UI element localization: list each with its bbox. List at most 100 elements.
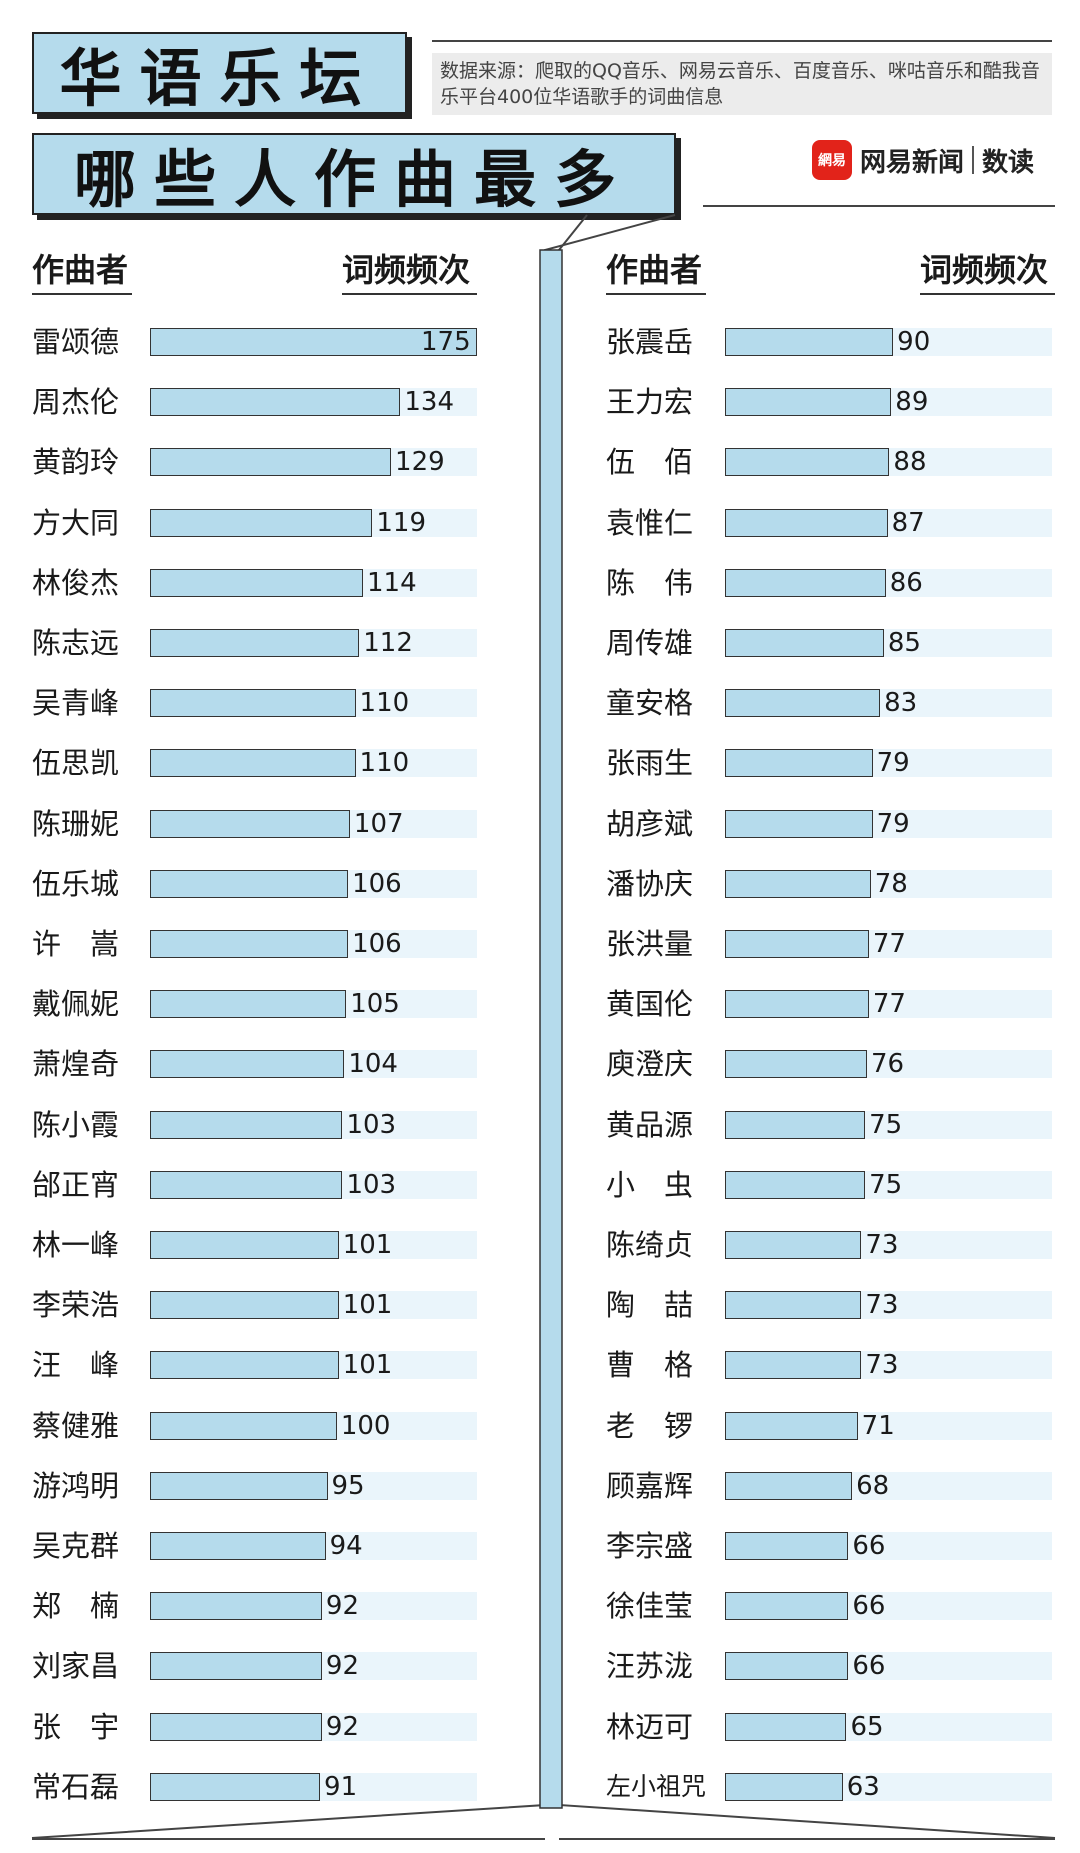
bar-row: 小 虫 75 — [606, 1165, 1080, 1205]
bar-category-label: 伍思凯 — [32, 746, 120, 781]
bar — [150, 1592, 322, 1621]
bar-value-label: 92 — [325, 1651, 359, 1682]
bar-category-label: 周杰伦 — [32, 385, 120, 420]
bar-value-label: 134 — [404, 387, 455, 418]
bar-row: 张 宇 92 — [32, 1707, 509, 1747]
bar-row: 邰正宵 103 — [32, 1165, 509, 1205]
bar — [725, 689, 881, 718]
bar-category-label: 张震岳 — [606, 325, 694, 359]
bar-category-label: 黄国伦 — [606, 987, 694, 1022]
bar — [725, 1592, 849, 1621]
bar-row: 左小祖咒 63 — [606, 1767, 1080, 1807]
bar-value-label: 73 — [865, 1230, 899, 1260]
bar-category-label: 张雨生 — [606, 746, 694, 781]
bar-row: 雷颂德 175 — [32, 322, 509, 362]
bar-value-label: 73 — [865, 1290, 899, 1321]
col-1-header-rule-value — [342, 293, 477, 295]
logo-name: 网易新闻 — [860, 147, 965, 178]
bar — [150, 1532, 326, 1560]
bar-row: 汪 峰 101 — [32, 1345, 509, 1385]
bar — [725, 1411, 858, 1440]
bar-category-label: 李荣浩 — [32, 1288, 120, 1323]
bar-row: 陈小霞 103 — [32, 1105, 509, 1145]
bar — [150, 689, 356, 718]
bar-category-label: 萧煌奇 — [32, 1047, 120, 1082]
bar-value-label: 114 — [367, 567, 417, 598]
bar-category-label: 顾嘉辉 — [606, 1468, 694, 1503]
bar-value-label: 91 — [324, 1771, 358, 1802]
bar-category-label: 张洪量 — [606, 927, 694, 961]
bar-row: 李荣浩 101 — [32, 1285, 509, 1325]
bar-category-label: 王力宏 — [606, 385, 694, 420]
bar-value-label: 106 — [352, 868, 402, 899]
bar-value-label: 63 — [846, 1771, 880, 1802]
bar-value-label: 100 — [340, 1410, 391, 1441]
bar-value-label: 75 — [869, 1109, 903, 1140]
bar-value-label: 175 — [421, 327, 471, 357]
bar-value-label: 71 — [861, 1410, 895, 1441]
col-1-header-rule-name — [32, 293, 132, 295]
bar-row: 蔡健雅 100 — [32, 1406, 509, 1446]
bar — [725, 1110, 866, 1139]
bar — [725, 749, 873, 778]
bar — [150, 508, 373, 537]
bar-value-label: 78 — [874, 868, 908, 899]
bar — [725, 1170, 866, 1199]
bar-value-label: 89 — [895, 387, 929, 418]
bar — [725, 508, 888, 537]
bar — [150, 990, 347, 1019]
bar — [150, 809, 350, 838]
bar — [150, 749, 356, 778]
bar — [725, 1532, 849, 1560]
bar — [725, 1772, 843, 1801]
bar-row: 戴佩妮 105 — [32, 984, 509, 1024]
bar-row: 徐佳莹 66 — [606, 1586, 1080, 1626]
bar-row: 许 嵩 106 — [32, 924, 509, 964]
bar-category-label: 潘协庆 — [606, 866, 694, 901]
bar-value-label: 119 — [376, 507, 426, 538]
bar-category-label: 陈小霞 — [32, 1107, 120, 1142]
bottom-rule-left — [32, 1838, 545, 1840]
bar — [725, 448, 890, 477]
bar-row: 汪苏泷 66 — [606, 1646, 1080, 1686]
bar-row: 周传雄 85 — [606, 623, 1080, 663]
bar-category-label: 伍乐城 — [32, 866, 120, 901]
bar-category-label: 郑 楠 — [32, 1589, 120, 1624]
bar-row: 童安格 83 — [606, 683, 1080, 723]
bar — [725, 388, 892, 417]
bar-row: 萧煌奇 104 — [32, 1044, 509, 1084]
bar — [725, 1050, 867, 1079]
logo-rule — [703, 205, 1055, 207]
bar-category-label: 李宗盛 — [606, 1529, 694, 1563]
bar-row: 黄品源 75 — [606, 1105, 1080, 1145]
bar — [725, 1231, 862, 1259]
bar-category-label: 袁惟仁 — [606, 505, 694, 540]
bar — [150, 1231, 339, 1259]
bar-category-label: 许 嵩 — [32, 927, 120, 961]
bar-value-label: 77 — [872, 989, 906, 1020]
bar-row: 曹 格 73 — [606, 1345, 1080, 1385]
bar-row: 李宗盛 66 — [606, 1526, 1080, 1566]
bar-row: 顾嘉辉 68 — [606, 1466, 1080, 1506]
bar-row: 王力宏 89 — [606, 382, 1080, 422]
bar-row: 陈 伟 86 — [606, 563, 1080, 603]
bar-value-label: 85 — [887, 628, 921, 658]
bar — [150, 1411, 337, 1440]
publisher-logo: 網易 网易新闻 数读 — [812, 140, 1034, 180]
bar-row: 老 锣 71 — [606, 1406, 1080, 1446]
bar-category-label: 陶 喆 — [606, 1288, 694, 1323]
bar-category-label: 曹 格 — [606, 1348, 694, 1383]
bar-category-label: 林迈可 — [606, 1709, 694, 1744]
bar-value-label: 79 — [876, 808, 910, 839]
bar — [150, 1291, 339, 1320]
bar-value-label: 79 — [876, 748, 910, 779]
bar-row: 伍思凯 110 — [32, 743, 509, 783]
bar-row: 陈珊妮 107 — [32, 804, 509, 844]
bar — [150, 1471, 328, 1500]
bar — [150, 448, 392, 477]
bar-value-label: 110 — [359, 748, 410, 779]
bar-row: 林一峰 101 — [32, 1225, 509, 1265]
bar-row: 袁惟仁 87 — [606, 503, 1080, 543]
bar-category-label: 汪 峰 — [32, 1348, 120, 1383]
bar — [725, 568, 886, 597]
